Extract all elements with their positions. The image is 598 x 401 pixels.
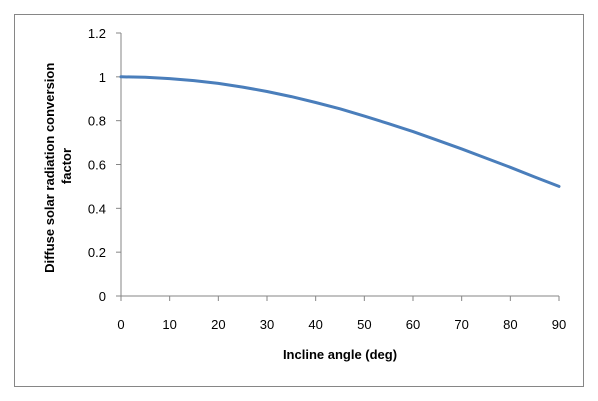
y-tick-label: 0.4 [88, 201, 106, 216]
y-tick-label: 1.2 [88, 26, 106, 41]
x-tick-label: 0 [117, 317, 124, 332]
x-tick-label: 10 [162, 317, 176, 332]
y-tick-label: 0.6 [88, 158, 106, 173]
x-tick-label: 30 [260, 317, 274, 332]
x-axis: 0 10 20 30 40 50 60 70 80 90 [117, 295, 566, 332]
x-axis-title: Incline angle (deg) [283, 347, 397, 362]
chart-frame [14, 14, 584, 387]
x-tick-label: 20 [211, 317, 225, 332]
x-tick-label: 90 [552, 317, 566, 332]
series-line-0 [119, 75, 561, 188]
y-tick-label: 1 [99, 70, 106, 85]
x-tick-label: 60 [406, 317, 420, 332]
x-tick-label: 50 [357, 317, 371, 332]
y-axis-title-line-2: factor [59, 148, 74, 184]
x-tick-label: 70 [454, 317, 468, 332]
y-axis-title-line-1: Diffuse solar radiation conversion [42, 63, 57, 273]
y-tick-label: 0.8 [88, 114, 106, 129]
x-tick-label: 80 [503, 317, 517, 332]
series-group [119, 75, 561, 188]
y-axis: 0 0.2 0.4 0.6 0.8 1 1.2 [88, 26, 122, 304]
y-tick-label: 0 [99, 289, 106, 304]
y-tick-label: 0.2 [88, 245, 106, 260]
y-axis-title: Diffuse solar radiation conversion facto… [42, 59, 74, 273]
x-tick-label: 40 [308, 317, 322, 332]
